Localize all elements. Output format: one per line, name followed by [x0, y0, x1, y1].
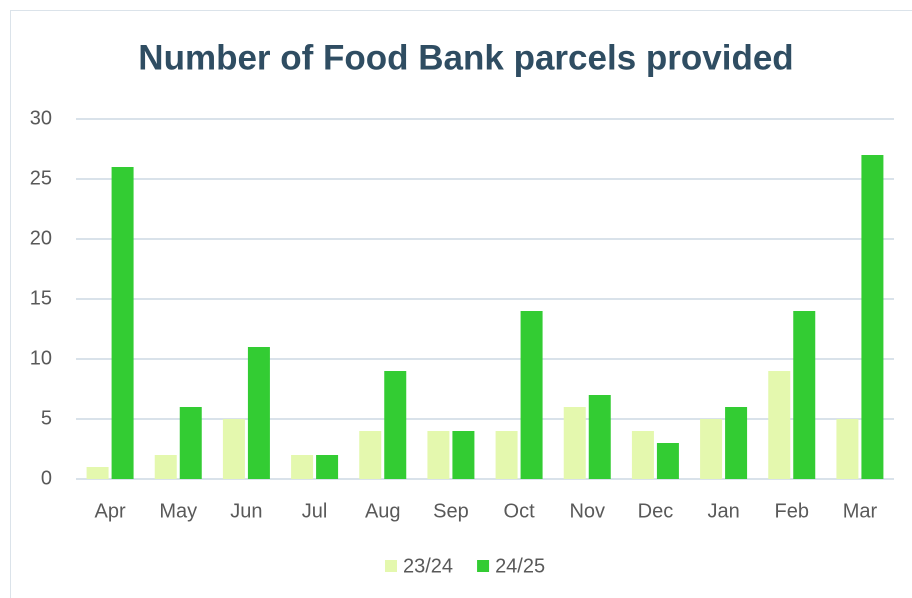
- y-tick-label: 5: [41, 407, 52, 429]
- x-tick-label: Apr: [95, 500, 126, 522]
- bar: [700, 419, 723, 479]
- bar: [495, 431, 518, 479]
- bar: [291, 455, 314, 479]
- x-tick-label: Jul: [302, 500, 328, 522]
- bar: [179, 407, 202, 479]
- legend-label: 23/24: [403, 555, 453, 577]
- x-tick-label: Jun: [230, 500, 262, 522]
- bar: [384, 371, 407, 479]
- chart-frame: [10, 10, 912, 598]
- y-tick-label: 30: [30, 107, 52, 129]
- bar: [154, 455, 177, 479]
- x-tick-label: Feb: [775, 500, 809, 522]
- legend-label: 24/25: [495, 555, 545, 577]
- bar: [222, 419, 245, 479]
- bar: [247, 347, 270, 479]
- bar: [563, 407, 586, 479]
- x-tick-label: Dec: [638, 500, 674, 522]
- bar: [111, 167, 134, 479]
- bar: [656, 443, 679, 479]
- bar: [316, 455, 339, 479]
- x-tick-label: May: [159, 500, 197, 522]
- bar: [588, 395, 611, 479]
- chart-title: Number of Food Bank parcels provided: [138, 38, 793, 77]
- legend-swatch: [477, 560, 490, 572]
- y-tick-label: 25: [30, 167, 52, 189]
- bar: [452, 431, 475, 479]
- bar: [86, 467, 109, 479]
- bar: [359, 431, 382, 479]
- bar: [427, 431, 450, 479]
- x-tick-label: Nov: [569, 500, 605, 522]
- x-tick-label: Sep: [433, 500, 469, 522]
- bar: [725, 407, 748, 479]
- bar: [631, 431, 654, 479]
- x-tick-label: Mar: [843, 500, 878, 522]
- legend-swatch: [385, 560, 397, 572]
- y-tick-label: 20: [30, 227, 52, 249]
- x-tick-label: Oct: [504, 500, 536, 522]
- bar: [861, 155, 884, 479]
- x-tick-label: Jan: [707, 500, 739, 522]
- y-tick-label: 0: [41, 467, 52, 489]
- bar: [793, 311, 816, 479]
- y-tick-label: 15: [30, 287, 52, 309]
- x-tick-label: Aug: [365, 500, 401, 522]
- y-tick-label: 10: [30, 347, 52, 369]
- bar: [520, 311, 543, 479]
- bar: [836, 419, 859, 479]
- bar: [768, 371, 791, 479]
